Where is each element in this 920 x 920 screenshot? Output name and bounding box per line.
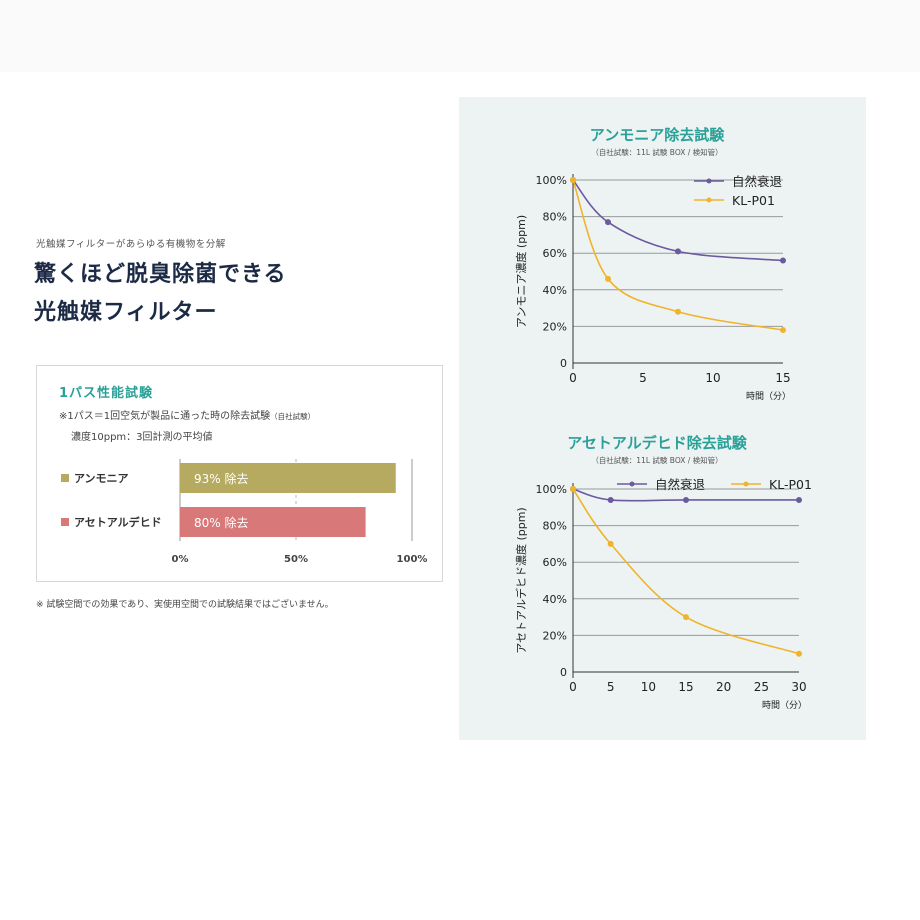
bar-value-2: 80% — [194, 516, 225, 530]
chart2-y-axis-label: アセトアルデヒド濃度 (ppm) — [514, 507, 528, 653]
top-band — [0, 0, 920, 72]
chart2-series-2-point-1 — [570, 486, 576, 492]
chart2-subtitle: （自社試験：11L 試験 BOX / 検知管） — [591, 455, 722, 465]
chart2-y-tick-label-0: 0 — [560, 666, 567, 679]
performance-concentration-note: 濃度10ppm：3回計測の平均値 — [71, 432, 213, 443]
chart1-y-tick-label-100: 100% — [536, 174, 567, 187]
footnote: ※ 試験空間での効果であり、実使用空間での試験結果ではございません。 — [36, 600, 334, 610]
bar-suffix-1: 除去 — [225, 471, 249, 486]
headline: 驚くほど脱臭除菌できる 光触媒フィルター — [34, 256, 287, 332]
chart1-y-axis-label: アンモニア濃度 (ppm) — [514, 215, 528, 328]
bar-value-1: 93% — [194, 472, 225, 486]
x-tick-label-1: 50% — [284, 554, 308, 565]
subheading: 光触媒フィルターがあらゆる有機物を分解 — [36, 239, 226, 250]
chart1-legend-marker-1 — [706, 178, 712, 184]
chart2-x-tick-label-15: 15 — [678, 680, 693, 694]
chart2-x-tick-label-5: 5 — [607, 680, 615, 694]
chart2-legend-label-2: KL-P01 — [769, 477, 812, 492]
chart2-x-tick-label-20: 20 — [716, 680, 731, 694]
chart1-x-tick-label-15: 15 — [775, 371, 790, 385]
chart1-legend-marker-2 — [706, 197, 712, 203]
chart1-series-line-1 — [572, 179, 784, 262]
chart2-legend-marker-1 — [629, 481, 635, 487]
chart1-subtitle: （自社試験：11L 試験 BOX / 検知管） — [591, 147, 722, 157]
chart1-x-tick-label-5: 5 — [639, 371, 647, 385]
chart1-y-tick-label-20: 20% — [543, 320, 567, 333]
chart2-series-2-point-4 — [796, 650, 802, 657]
chart2-series-2-point-3 — [683, 614, 689, 621]
chart1-series-line-2 — [572, 179, 784, 331]
chart1-legend-label-2: KL-P01 — [732, 193, 775, 208]
chart2-y-tick-label-40: 40% — [543, 593, 567, 606]
x-tick-label-2: 100% — [397, 554, 428, 565]
performance-title: 1パス性能試験 — [59, 386, 154, 401]
chart1-series-1-point-2 — [605, 219, 611, 226]
legend-swatch-1 — [61, 474, 69, 482]
chart1-series-2-point-2 — [605, 275, 611, 282]
chart2-x-tick-label-25: 25 — [754, 680, 769, 694]
chart2-x-axis-label: 時間（分） — [762, 700, 807, 711]
chart1-series-1-point-4 — [780, 257, 786, 264]
chart1-x-axis-label: 時間（分） — [746, 391, 791, 402]
chart1-y-tick-label-60: 60% — [543, 247, 567, 260]
category-label-1: アンモニア — [74, 472, 129, 485]
headline-line-2: 光触媒フィルター — [34, 300, 218, 325]
chart1-series-1-point-3 — [675, 248, 681, 255]
bar-2 — [180, 507, 366, 537]
bar-suffix-2: 除去 — [225, 515, 249, 530]
legend-swatch-2 — [61, 518, 69, 526]
category-label-2: アセトアルデヒド — [74, 515, 162, 529]
chart1-x-tick-label-10: 10 — [705, 371, 720, 385]
chart1-y-tick-label-40: 40% — [543, 284, 567, 297]
chart2-series-line-1 — [572, 488, 799, 502]
chart2-series-1-point-4 — [796, 496, 802, 503]
chart2-legend-label-1: 自然衰退 — [655, 477, 706, 492]
chart1-y-tick-label-0: 0 — [560, 357, 567, 370]
chart2-legend-marker-2 — [743, 481, 749, 487]
performance-note-small: （自社試験） — [270, 412, 316, 421]
bar-value-label-2: 80% 除去 — [194, 515, 249, 530]
chart2-y-tick-label-100: 100% — [536, 483, 567, 496]
chart1-title: アンモニア除去試験 — [590, 126, 725, 144]
chart1-series-2-point-3 — [675, 308, 681, 315]
chart2-x-tick-label-10: 10 — [641, 680, 656, 694]
chart2-series-1-point-3 — [683, 496, 689, 503]
chart2-series-line-2 — [572, 488, 800, 655]
x-tick-label-0: 0% — [172, 554, 189, 565]
chart2-y-tick-label-20: 20% — [543, 629, 567, 642]
chart1-y-tick-label-80: 80% — [543, 211, 567, 224]
chart2-title: アセトアルデヒド除去試験 — [567, 434, 748, 452]
chart1-series-2-point-1 — [570, 177, 576, 183]
headline-line-1: 驚くほど脱臭除菌できる — [34, 262, 287, 287]
chart2-x-tick-label-30: 30 — [791, 680, 806, 694]
chart1-series-2-point-4 — [780, 327, 786, 334]
chart2-y-tick-label-60: 60% — [543, 556, 567, 569]
performance-note: ※1パス＝1回空気が製品に通った時の除去試験（自社試験） — [59, 407, 315, 422]
bar-value-label-1: 93% 除去 — [194, 471, 249, 486]
removal-test-line-charts: アンモニア除去試験 （自社試験：11L 試験 BOX / 検知管） 0 20% 40% 6… — [514, 126, 812, 711]
chart2-series-1-point-2 — [607, 496, 614, 503]
chart1-x-tick-label-0: 0 — [569, 371, 577, 385]
test-chart-panel: アンモニア除去試験 （自社試験：11L 試験 BOX / 検知管） 0 20% 40% 6… — [459, 97, 866, 740]
chart2-y-tick-label-80: 80% — [543, 520, 567, 533]
bar-1 — [180, 463, 396, 493]
chart1-legend-label-1: 自然衰退 — [732, 174, 783, 189]
chart2-x-tick-label-0: 0 — [569, 680, 577, 694]
chart2-series-2-point-2 — [607, 540, 614, 547]
one-pass-performance-box: 1パス性能試験 ※1パス＝1回空気が製品に通った時の除去試験（自社試験） 濃度1… — [36, 365, 443, 582]
performance-note-main: ※1パス＝1回空気が製品に通った時の除去試験 — [59, 411, 271, 422]
